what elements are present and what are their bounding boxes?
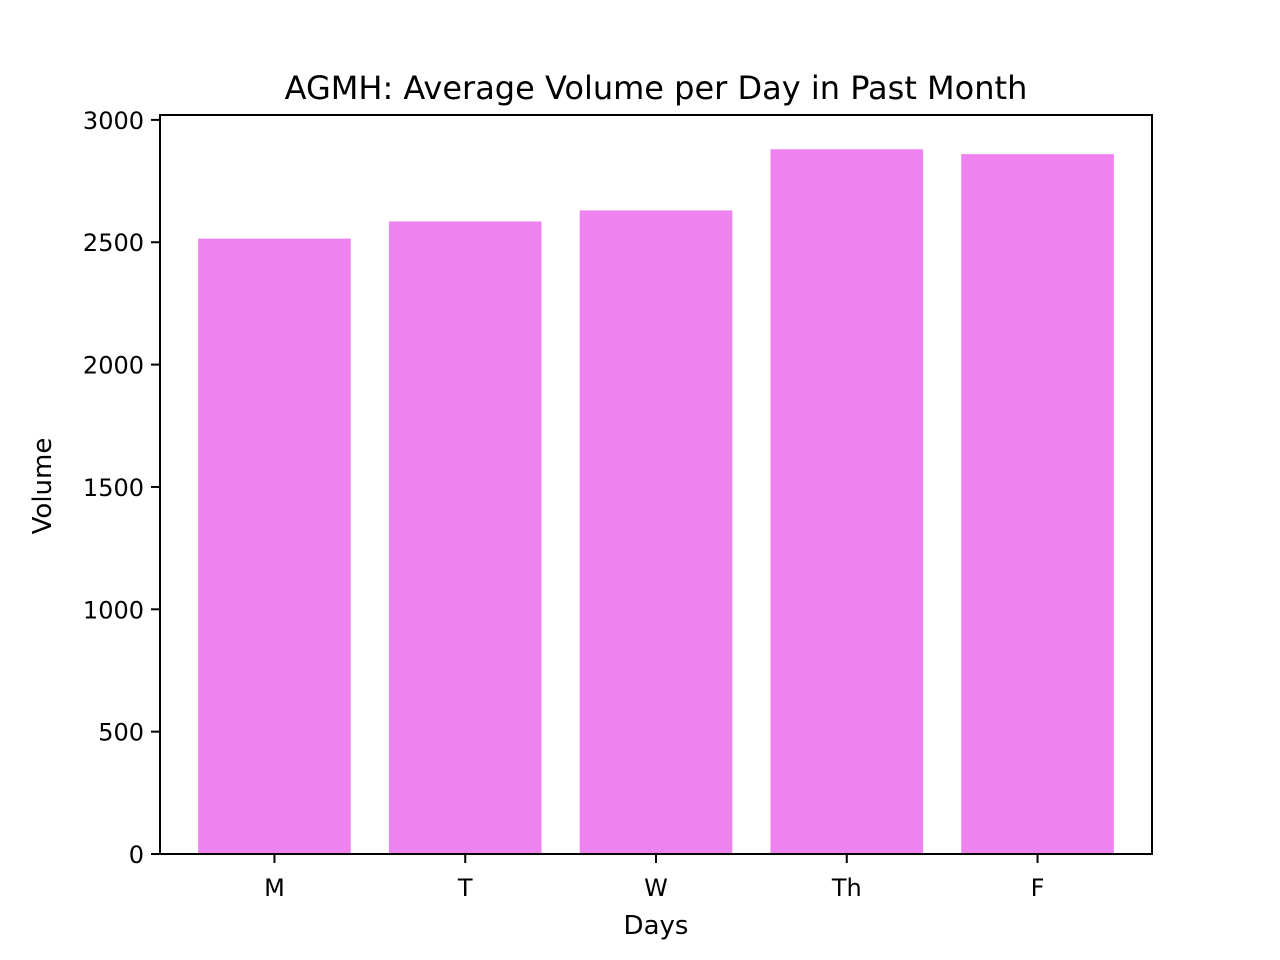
x-axis-label: Days	[624, 911, 689, 941]
y-tick-label: 2000	[83, 352, 144, 380]
x-axis: M T W Th F	[264, 854, 1044, 902]
plot-area-frame	[159, 114, 1153, 855]
y-tick-label: 0	[129, 841, 144, 869]
bars-group	[198, 149, 1114, 854]
y-axis-label: Volume	[28, 438, 58, 535]
x-tick-label: F	[1031, 874, 1045, 902]
y-tick-label: 2500	[83, 229, 144, 257]
y-axis: 0 500 1000 1500 2000 2500 3000	[83, 107, 160, 869]
y-tick-label: 1500	[83, 474, 144, 502]
chart-title: AGMH: Average Volume per Day in Past Mon…	[285, 69, 1028, 107]
bar-M	[198, 238, 351, 854]
y-tick-label: 500	[98, 719, 144, 747]
x-tick-label: T	[457, 874, 473, 902]
y-tick-label: 3000	[83, 107, 144, 135]
bar-W	[579, 210, 733, 854]
x-tick-label: W	[644, 874, 668, 902]
bar-F	[961, 154, 1114, 854]
y-tick-label: 1000	[83, 596, 144, 624]
x-tick-label: M	[264, 874, 285, 902]
bar-T	[388, 221, 542, 854]
x-tick-label: Th	[831, 874, 862, 902]
bar-Th	[770, 149, 924, 854]
